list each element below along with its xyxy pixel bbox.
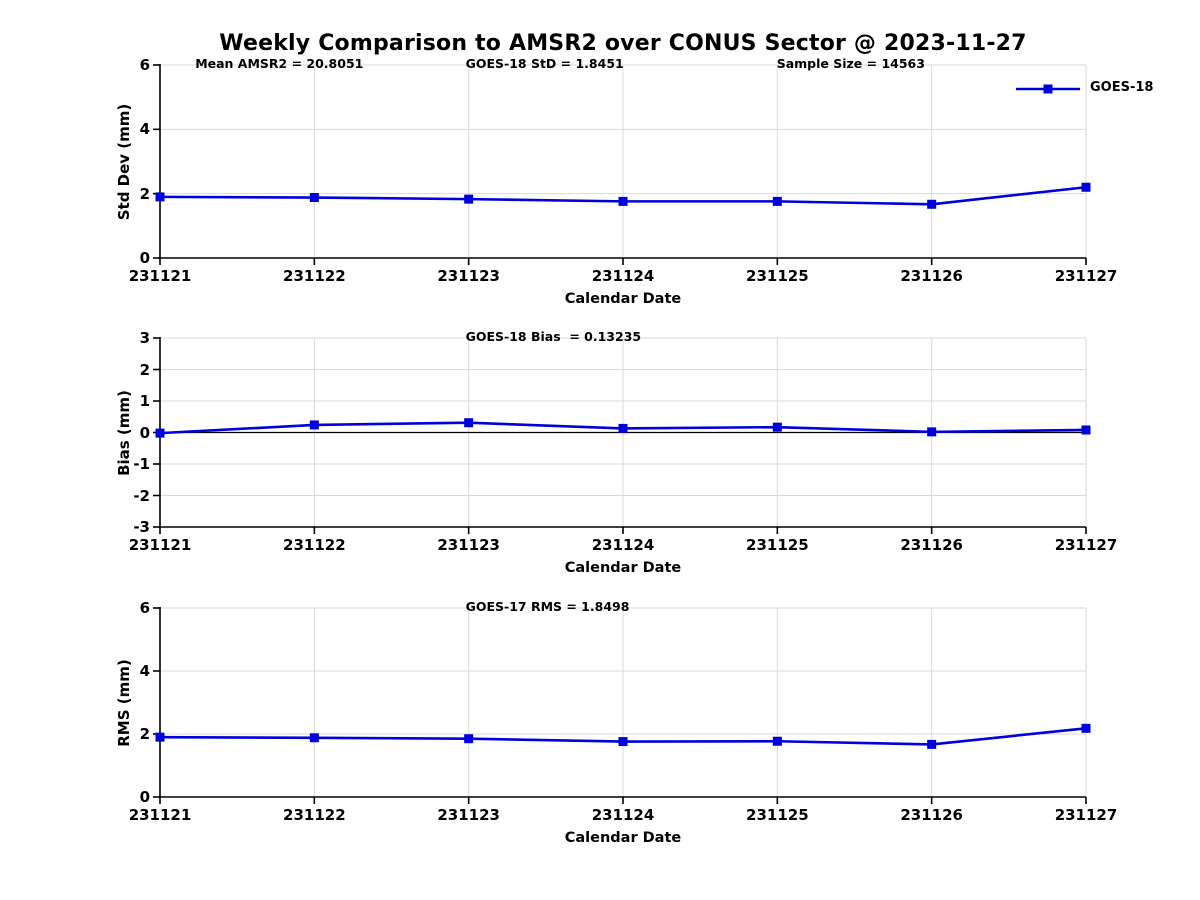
subplot-3-data-marker	[155, 732, 165, 742]
legend-label: GOES-18	[1090, 80, 1154, 95]
subplot-1-data-marker	[772, 196, 782, 206]
subplot-2-data-marker	[309, 420, 319, 430]
subplot-3-x-axis-label: Calendar Date	[564, 830, 682, 846]
subplot-3-data-marker	[927, 739, 937, 749]
subplot-1-y-tick-label: 6	[139, 56, 150, 74]
subplot-3-y-tick-label: 2	[139, 725, 150, 743]
subplot-2-y-tick-label: 3	[139, 329, 150, 347]
subplot-1-annotation-1: GOES-18 StD = 1.8451	[465, 56, 624, 71]
subplot-1-y-tick-label: 4	[139, 120, 150, 139]
subplot-3-data-marker	[1081, 723, 1091, 733]
subplot-2-y-tick-label: -2	[133, 486, 150, 505]
legend-marker-sample	[1043, 84, 1053, 94]
subplot-2-data-marker	[618, 423, 628, 433]
subplot-3-y-tick-label: 0	[139, 788, 150, 806]
subplot-3-data-marker	[618, 737, 628, 747]
subplot-2-x-tick-label: 231122	[283, 536, 346, 554]
subplot-2-data-marker	[464, 418, 474, 428]
subplot-2-x-tick-label: 231126	[900, 536, 963, 554]
subplot-3-data-marker	[309, 733, 319, 743]
subplot-1-data-marker	[464, 194, 474, 204]
subplot-2-data-marker	[155, 428, 165, 438]
subplot-1-x-tick-label: 231127	[1054, 267, 1118, 285]
subplot-2-y-tick-label: 1	[139, 392, 150, 410]
subplot-3-y-tick-label: 6	[139, 599, 150, 617]
subplot-1-x-tick-label: 231124	[591, 267, 655, 285]
subplot-3-y-tick-label: 4	[139, 662, 150, 680]
subplot-1-annotation-2: Sample Size = 14563	[776, 56, 925, 71]
subplot-1-data-marker	[618, 196, 628, 206]
subplot-1-x-tick-label: 231123	[437, 267, 500, 285]
subplot-1-x-tick-label: 231122	[283, 267, 346, 285]
subplot-3-annotation-0: GOES-17 RMS = 1.8498	[465, 599, 630, 614]
subplot-2-data-marker	[927, 427, 937, 437]
subplot-2-x-tick-label: 231125	[746, 536, 809, 554]
subplot-2-y-tick-label: -3	[133, 518, 150, 536]
subplot-1-data-marker	[309, 193, 319, 203]
subplot-3-x-tick-label: 231124	[591, 806, 655, 824]
subplot-2-annotation-0: GOES-18 Bias = 0.13235	[465, 329, 642, 344]
subplot-2-x-axis-label: Calendar Date	[564, 560, 682, 576]
subplot-3-data-marker	[772, 736, 782, 746]
subplot-2-x-tick-label: 231123	[437, 536, 500, 554]
subplot-3-x-tick-label: 231121	[128, 806, 192, 824]
subplot-2-y-tick-label: 0	[139, 423, 150, 442]
subplot-3-x-tick-label: 231126	[900, 806, 963, 824]
subplot-2-y-tick-label: -1	[133, 455, 150, 473]
subplot-1-data-marker	[927, 199, 937, 209]
subplot-2-data-marker	[1081, 425, 1091, 435]
subplot-3-x-tick-label: 231125	[746, 806, 809, 824]
subplot-1-data-marker	[1081, 182, 1091, 192]
subplot-3-data-marker	[464, 734, 474, 744]
subplot-2-x-tick-label: 231121	[128, 536, 192, 554]
subplot-1-x-axis-label: Calendar Date	[564, 291, 682, 307]
subplot-1-x-tick-label: 231125	[746, 267, 809, 285]
subplot-2-x-tick-label: 231127	[1054, 536, 1118, 554]
subplot-2-y-tick-label: 2	[139, 360, 150, 379]
subplot-1-annotation-0: Mean AMSR2 = 20.8051	[195, 56, 364, 71]
subplot-2-data-marker	[772, 422, 782, 432]
subplot-3-x-tick-label: 231127	[1054, 806, 1118, 824]
subplot-1-y-tick-label: 0	[139, 249, 150, 267]
subplot-1-x-tick-label: 231121	[128, 267, 192, 285]
subplot-1-x-tick-label: 231126	[900, 267, 963, 285]
subplot-1-y-tick-label: 2	[139, 184, 150, 203]
subplot-1-data-marker	[155, 192, 165, 202]
subplot-3-x-tick-label: 231123	[437, 806, 500, 824]
figure-title: Weekly Comparison to AMSR2 over CONUS Se…	[219, 31, 1027, 56]
subplot-2-x-tick-label: 231124	[591, 536, 655, 554]
subplot-3-x-tick-label: 231122	[283, 806, 346, 824]
